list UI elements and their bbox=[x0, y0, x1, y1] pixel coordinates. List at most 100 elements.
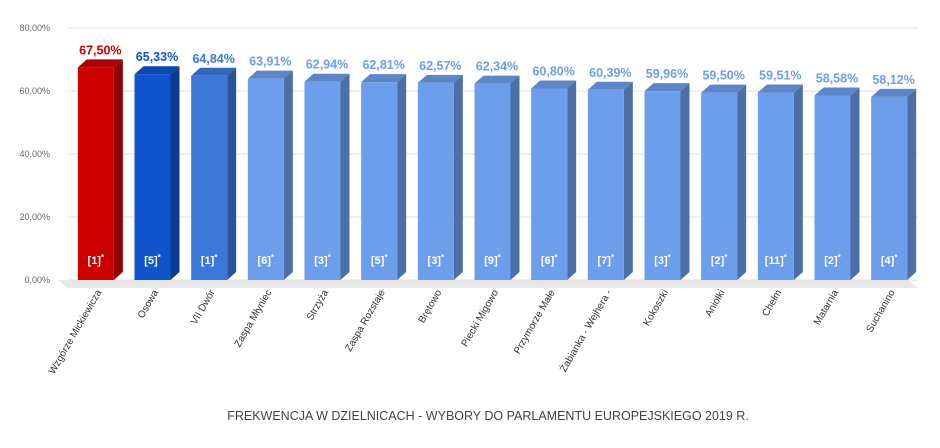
bar-count-label: [3]* bbox=[314, 253, 331, 267]
bar-side bbox=[510, 75, 520, 280]
bar-side bbox=[793, 84, 803, 280]
bar-count-label: [9]* bbox=[484, 253, 501, 267]
bar: 62,81% [5]* bbox=[361, 58, 407, 280]
bar-count-label: [11]* bbox=[765, 253, 788, 267]
value-label: 58,58% bbox=[816, 71, 858, 85]
bar-side bbox=[453, 74, 463, 280]
bar-side bbox=[737, 84, 747, 280]
bar-side bbox=[283, 70, 293, 280]
bar-count-label: [6]* bbox=[541, 253, 558, 267]
value-label: 58,12% bbox=[872, 73, 914, 87]
y-tick-label: 40,00% bbox=[19, 149, 50, 159]
bars: 67,50% [1]* 65,33% [5]* 64,84% [1]* 63,91% [6]*… bbox=[77, 43, 917, 281]
bar-side bbox=[170, 66, 180, 280]
category-label: Matarnia bbox=[812, 288, 841, 328]
bar-front bbox=[77, 67, 114, 280]
bar-top bbox=[134, 66, 180, 75]
bar-count-label: [3]* bbox=[654, 253, 671, 267]
category-label: Osowa bbox=[136, 288, 161, 321]
value-label: 60,80% bbox=[532, 64, 574, 78]
bar-front bbox=[757, 92, 794, 280]
bar-front bbox=[247, 78, 284, 280]
category-label: Przymorze Małe bbox=[512, 288, 558, 356]
bar-top bbox=[701, 84, 747, 93]
category-label: Aniołki bbox=[704, 288, 728, 319]
category-label: Piecki Migowo bbox=[460, 288, 502, 349]
bar-front bbox=[871, 96, 908, 280]
bar-top bbox=[304, 73, 350, 82]
bar-side bbox=[680, 83, 690, 280]
y-tick-label: 80,00% bbox=[19, 23, 50, 33]
value-label: 65,33% bbox=[136, 50, 178, 64]
bar: 59,50% [2]* bbox=[701, 69, 747, 280]
bar-top bbox=[417, 74, 463, 83]
category-label: Strzyża bbox=[305, 288, 331, 323]
bar-side bbox=[113, 59, 123, 280]
bar: 64,84% [1]* bbox=[191, 52, 237, 280]
bar: 62,94% [3]* bbox=[304, 58, 350, 280]
bar-top bbox=[361, 74, 407, 83]
bar-count-label: [2]* bbox=[711, 253, 728, 267]
bar-count-label: [1]* bbox=[88, 253, 105, 267]
bar-front bbox=[134, 74, 171, 280]
bar-count-label: [1]* bbox=[201, 253, 218, 267]
bar-count-label: [4]* bbox=[881, 253, 898, 267]
bar-top bbox=[77, 59, 123, 68]
category-label: Zaspa Rozstaje bbox=[343, 288, 387, 354]
bar-front bbox=[361, 82, 398, 280]
bar-side bbox=[623, 81, 633, 280]
bar-front bbox=[814, 95, 851, 281]
value-label: 59,96% bbox=[646, 67, 688, 81]
category-label: Brętowo bbox=[417, 288, 445, 326]
bar-front bbox=[304, 81, 341, 280]
bar-top bbox=[644, 83, 690, 92]
y-axis-ticks: 0,00% 20,00% 40,00% 60,00% 80,00% bbox=[19, 23, 50, 285]
bar-front bbox=[474, 83, 511, 280]
bar-top bbox=[587, 81, 633, 90]
y-tick-label: 20,00% bbox=[19, 212, 50, 222]
value-label: 62,34% bbox=[476, 60, 518, 74]
chart-floor bbox=[58, 280, 918, 288]
bar-front bbox=[417, 82, 454, 280]
value-label: 64,84% bbox=[192, 52, 234, 66]
bar-top bbox=[474, 75, 520, 84]
bar: 60,80% [6]* bbox=[531, 64, 577, 280]
category-label: Suchanino bbox=[865, 288, 898, 335]
value-label: 62,57% bbox=[419, 59, 461, 73]
bar-side bbox=[340, 73, 350, 280]
value-label: 60,39% bbox=[589, 66, 631, 80]
category-label: Zaspa Młyniec bbox=[233, 288, 275, 349]
category-label: Chełm bbox=[760, 288, 784, 319]
bar-top bbox=[247, 70, 293, 79]
bar-front bbox=[531, 88, 568, 280]
bar-side bbox=[567, 80, 577, 280]
bar-front bbox=[701, 92, 738, 280]
bar-front bbox=[644, 91, 681, 280]
value-label: 63,91% bbox=[249, 55, 291, 69]
bar-top bbox=[531, 80, 577, 89]
chart-title: FREKWENCJA W DZIELNICACH - WYBORY DO PAR… bbox=[227, 409, 749, 423]
bar-side bbox=[907, 88, 917, 280]
bar: 63,91% [6]* bbox=[247, 55, 293, 280]
bar: 58,58% [2]* bbox=[814, 71, 860, 281]
value-label: 59,50% bbox=[702, 69, 744, 83]
bar: 59,96% [3]* bbox=[644, 67, 690, 280]
bar-count-label: [2]* bbox=[824, 253, 841, 267]
category-label: VII Dwór bbox=[189, 287, 218, 326]
value-label: 62,94% bbox=[306, 58, 348, 72]
category-label: Wzgórze Mickiewicza bbox=[47, 288, 105, 377]
y-tick-label: 0,00% bbox=[24, 275, 50, 285]
bar-front bbox=[191, 75, 228, 280]
bar-count-label: [3]* bbox=[428, 253, 445, 267]
bar-top bbox=[757, 84, 803, 93]
bar: 67,50% [1]* bbox=[77, 43, 123, 280]
value-label: 67,50% bbox=[79, 43, 121, 57]
category-label: Kokoszki bbox=[642, 288, 672, 328]
bar-top bbox=[814, 87, 860, 96]
bar: 62,57% [3]* bbox=[417, 59, 463, 280]
bar-top bbox=[871, 88, 917, 97]
bar-side bbox=[397, 74, 407, 280]
bar: 58,12% [4]* bbox=[871, 73, 917, 280]
bar: 65,33% [5]* bbox=[134, 50, 180, 280]
